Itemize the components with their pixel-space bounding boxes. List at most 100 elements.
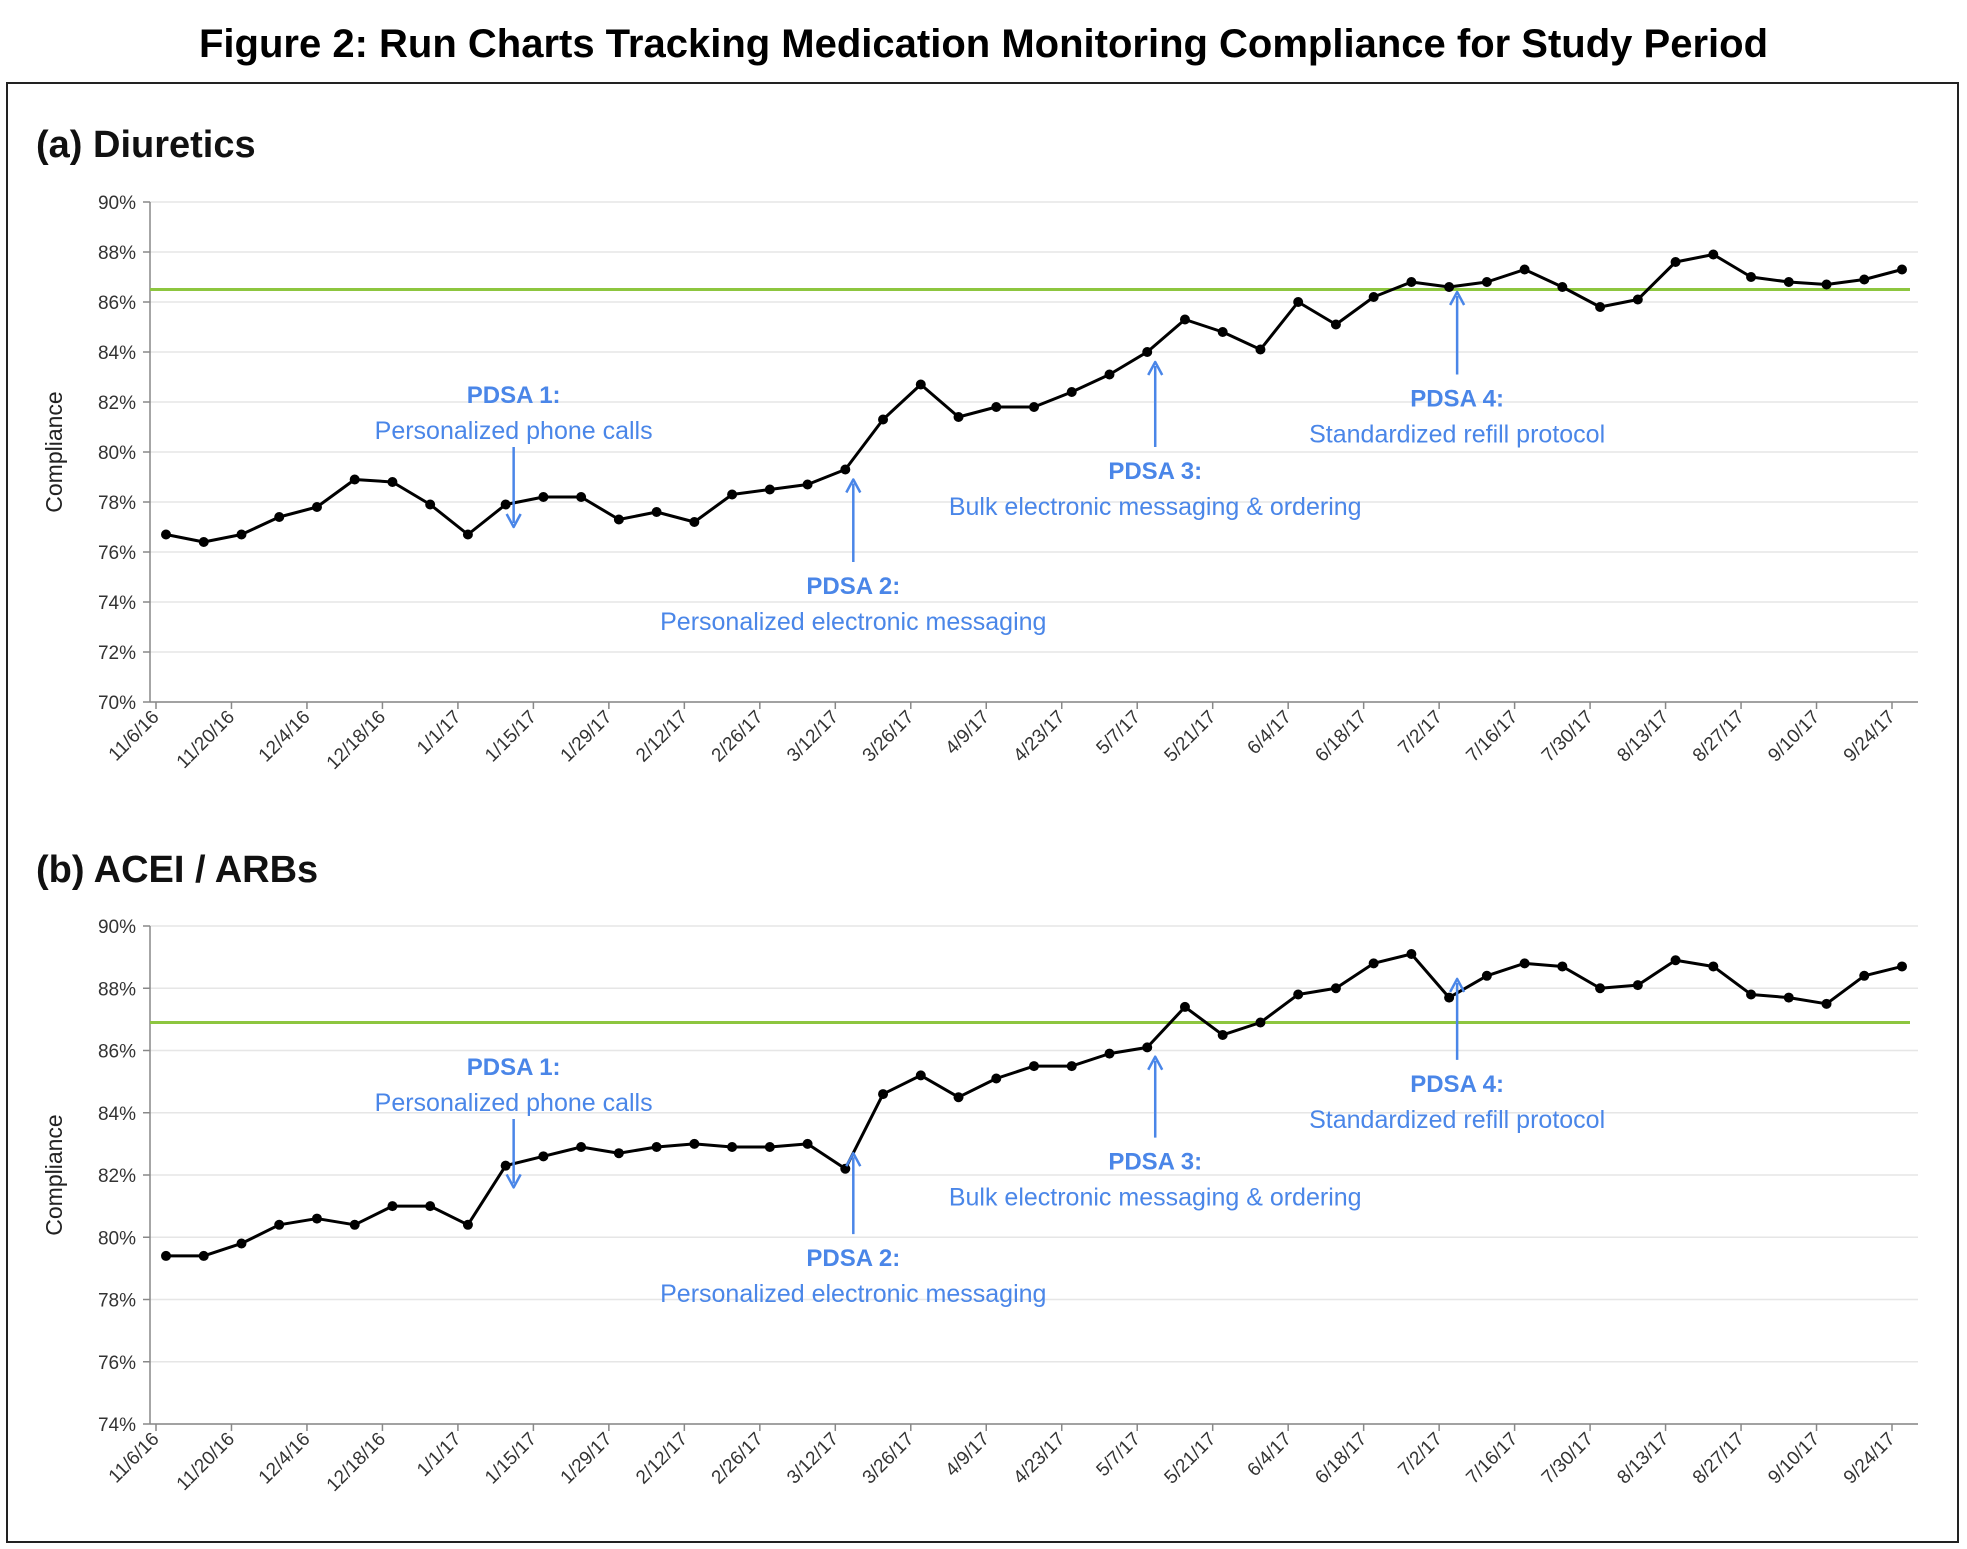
panel-diuretics: (a) Diuretics 70% 72% 74% 76% 78% 80% 82% 84% 86%…: [36, 124, 1918, 774]
data-point: [462, 1219, 473, 1230]
pdsa-3-description: Bulk electronic messaging & ordering: [949, 1184, 1362, 1212]
pdsa-1-title: PDSA 1:: [467, 1054, 561, 1081]
data-point: [1481, 970, 1492, 981]
data-point: [1670, 257, 1681, 267]
pdsa-4-arrowhead: [1449, 977, 1466, 993]
x-tick-label: 9/10/17: [1764, 707, 1824, 767]
data-point: [727, 489, 738, 500]
data-point: [1142, 1042, 1153, 1053]
figure-title: Figure 2: Run Charts Tracking Medication…: [198, 22, 1769, 66]
x-tick-label: 1/1/17: [413, 707, 465, 759]
data-point: [1104, 369, 1115, 380]
x-tick-label: 1/1/17: [413, 1429, 465, 1481]
data-point: [1142, 347, 1153, 357]
data-point: [1444, 282, 1455, 292]
data-point: [538, 492, 549, 502]
pdsa-1-arrowhead: [505, 513, 522, 529]
data-point: [1217, 327, 1228, 337]
x-tick-label: 2/26/17: [708, 1429, 768, 1489]
data-point: [1708, 249, 1719, 260]
x-tick-label: 7/30/17: [1538, 707, 1598, 767]
data-point: [236, 1238, 247, 1249]
x-tick-label: 11/20/16: [173, 1429, 239, 1495]
x-tick-label: 6/4/17: [1244, 707, 1296, 759]
y-tick-label: 80%: [98, 1228, 136, 1249]
data-point: [1746, 272, 1757, 282]
pdsa-4-description: Standardized refill protocol: [1309, 421, 1605, 449]
y-tick-label: 86%: [98, 293, 136, 314]
x-tick-label: 3/26/17: [859, 1429, 919, 1489]
x-tick-label: 4/9/17: [942, 707, 994, 759]
data-point: [991, 1073, 1002, 1084]
data-point: [1708, 961, 1719, 972]
data-point: [1519, 958, 1530, 969]
x-tick-label: 1/29/17: [557, 707, 617, 767]
data-point: [991, 402, 1002, 412]
data-point: [613, 1148, 624, 1159]
data-point: [1066, 387, 1077, 397]
x-tick-label: 2/12/17: [632, 707, 692, 767]
y-tick-label: 90%: [98, 193, 136, 214]
pdsa-4-arrowhead: [1449, 290, 1466, 306]
data-point: [1632, 294, 1643, 305]
pdsa-1-arrowhead: [505, 1173, 522, 1189]
y-tick-label: 76%: [98, 543, 136, 564]
pdsa-4-title: PDSA 4:: [1410, 386, 1504, 413]
data-point: [1406, 949, 1417, 960]
data-point: [387, 477, 398, 487]
data-point: [1066, 1061, 1077, 1072]
y-axis-label: Compliance: [41, 1114, 67, 1235]
x-tick-label: 7/30/17: [1538, 1429, 1598, 1489]
data-point: [689, 1138, 700, 1149]
data-point: [1368, 958, 1379, 969]
figure-frame: [6, 82, 1959, 1543]
data-point: [1029, 402, 1039, 412]
data-point: [311, 502, 322, 512]
data-point: [274, 1219, 285, 1230]
data-point: [840, 464, 851, 475]
data-point: [1595, 983, 1606, 994]
x-tick-label: 11/6/16: [105, 707, 164, 766]
data-point: [576, 1141, 587, 1152]
x-tick-label: 1/15/17: [481, 1429, 541, 1489]
x-tick-label: 6/18/17: [1312, 1429, 1372, 1489]
x-tick-label: 7/16/17: [1462, 707, 1522, 767]
x-tick-label: 11/6/16: [105, 1429, 164, 1488]
data-point: [425, 499, 436, 510]
pdsa-4-title: PDSA 4:: [1410, 1071, 1504, 1098]
x-tick-label: 2/12/17: [632, 1429, 692, 1489]
x-tick-label: 4/9/17: [942, 1429, 994, 1481]
x-tick-label: 5/21/17: [1161, 1429, 1221, 1489]
data-point: [651, 507, 662, 517]
x-tick-label: 8/13/17: [1613, 707, 1673, 767]
data-point: [1821, 998, 1832, 1009]
data-point: [1255, 344, 1266, 355]
x-tick-label: 5/21/17: [1161, 707, 1221, 767]
data-point: [1821, 279, 1832, 290]
data-point: [764, 484, 775, 495]
pdsa-4-description: Standardized refill protocol: [1309, 1106, 1605, 1134]
data-point: [878, 1089, 889, 1100]
data-point: [1897, 961, 1907, 972]
x-tick-label: 12/18/16: [323, 707, 390, 774]
x-tick-label: 4/23/17: [1010, 707, 1070, 767]
data-point: [1632, 980, 1643, 991]
y-tick-label: 80%: [98, 443, 136, 464]
panel-title: (a) Diuretics: [36, 124, 256, 166]
y-tick-label: 84%: [98, 343, 136, 364]
data-point: [274, 512, 285, 522]
x-tick-label: 3/12/17: [783, 1429, 843, 1489]
data-point: [387, 1201, 398, 1212]
data-point: [727, 1141, 738, 1152]
pdsa-2-description: Personalized electronic messaging: [660, 1280, 1046, 1308]
data-point: [1557, 961, 1568, 972]
data-point: [500, 1160, 511, 1171]
data-point: [311, 1213, 322, 1224]
y-tick-label: 84%: [98, 1104, 136, 1125]
x-tick-label: 12/4/16: [255, 1429, 315, 1489]
data-point: [1897, 264, 1907, 275]
data-point: [236, 529, 247, 540]
data-point: [1330, 319, 1341, 330]
y-tick-label: 90%: [98, 917, 136, 938]
